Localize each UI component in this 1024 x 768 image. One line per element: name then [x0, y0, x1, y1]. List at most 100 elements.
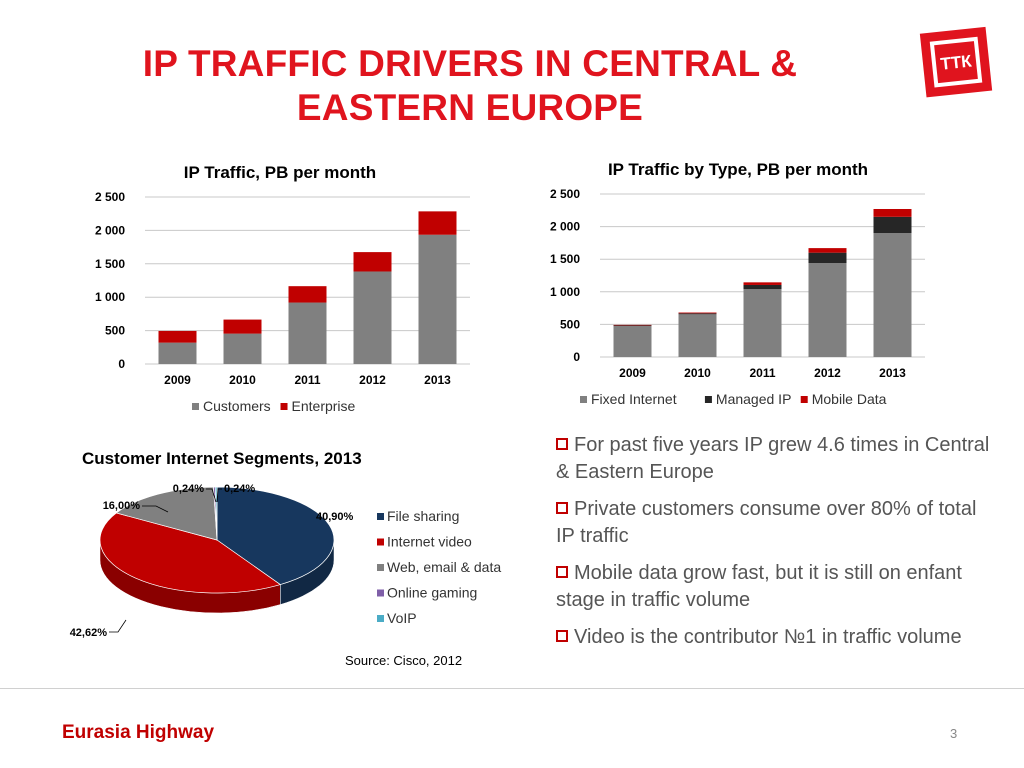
bullet-item: For past five years IP grew 4.6 times in…: [556, 432, 996, 486]
x-tick-label: 2012: [359, 373, 386, 387]
pie-data-label: 16,00%: [103, 500, 141, 512]
bar-mobile-data: [613, 324, 652, 326]
legend-swatch: [280, 403, 288, 410]
bullet-item: Private customers consume over 80% of to…: [556, 496, 996, 550]
legend-label: Fixed Internet: [591, 391, 677, 407]
bullet-text: Private customers consume over 80% of to…: [556, 498, 977, 547]
ttk-logo-text: ТТК: [940, 51, 974, 73]
bar-customers: [418, 234, 457, 364]
legend-swatch: [800, 396, 808, 403]
y-tick-label: 0: [573, 350, 580, 364]
legend-swatch: [192, 403, 199, 410]
x-tick-label: 2011: [294, 373, 320, 387]
y-tick-label: 2 000: [95, 223, 125, 237]
y-tick-label: 0: [118, 357, 125, 371]
y-tick-label: 500: [560, 317, 580, 331]
bar-mobile-data: [808, 248, 847, 253]
checkbox-bullet-icon: [556, 438, 568, 450]
bullet-item: Mobile data grow fast, but it is still o…: [556, 560, 996, 614]
bar-enterprise: [158, 330, 197, 343]
bar-customers: [158, 342, 197, 364]
slide-title: IP TRAFFIC DRIVERS IN CENTRAL & EASTERN …: [60, 42, 880, 130]
bar-managed-ip: [873, 216, 912, 234]
y-tick-label: 2 000: [550, 220, 580, 234]
chart-title: Customer Internet Segments, 2013: [82, 449, 362, 468]
y-tick-label: 2 500: [95, 190, 125, 204]
x-tick-label: 2013: [879, 366, 906, 380]
legend-swatch: [580, 396, 587, 403]
bar-customers: [353, 271, 392, 364]
y-tick-label: 1 500: [95, 257, 125, 271]
x-tick-label: 2010: [229, 373, 256, 387]
x-tick-label: 2011: [749, 366, 775, 380]
bullet-text: Video is the contributor №1 in traffic v…: [574, 626, 962, 648]
legend-swatch: [377, 513, 384, 520]
checkbox-bullet-icon: [556, 566, 568, 578]
customer-segments-chart-svg: Customer Internet Segments, 2013 40,90% 42…: [70, 449, 502, 639]
pie-slice: [99, 512, 282, 594]
x-tick-label: 2010: [684, 366, 711, 380]
ip-traffic-by-type-chart: IP Traffic by Type, PB per month 0 500 1 00…: [535, 150, 935, 415]
pie-data-label: 0,24%: [173, 483, 204, 495]
bar-fixed-internet: [613, 326, 652, 357]
bar-customers: [288, 302, 327, 364]
bar-customers: [223, 333, 262, 364]
legend-swatch: [377, 538, 384, 546]
pie-slice: [115, 486, 218, 541]
ip-traffic-chart-svg: IP Traffic, PB per month 0 500 1 000 1 500 2 …: [95, 163, 470, 414]
bar-managed-ip: [613, 325, 652, 327]
legend-label: Web, email & data: [387, 559, 501, 575]
bullet-text: For past five years IP grew 4.6 times in…: [556, 434, 990, 483]
x-tick-label: 2009: [619, 366, 646, 380]
x-tick-label: 2012: [814, 366, 841, 380]
checkbox-bullet-icon: [556, 630, 568, 642]
slide-title-line-1: IP TRAFFIC DRIVERS IN CENTRAL &: [142, 43, 798, 84]
legend-label: Internet video: [387, 534, 472, 550]
slide-title-line-2: EASTERN EUROPE: [296, 87, 644, 128]
legend-swatch: [377, 564, 384, 571]
pie-leader-line: [216, 488, 222, 503]
checkbox-bullet-icon: [556, 502, 568, 514]
bullet-text: Mobile data grow fast, but it is still o…: [556, 562, 962, 611]
bullet-item: Video is the contributor №1 in traffic v…: [556, 624, 996, 651]
ttk-logo: ТТК: [913, 22, 1001, 102]
bar-fixed-internet: [873, 233, 912, 357]
source-note: Source: Cisco, 2012: [345, 653, 463, 668]
y-tick-label: 1 000: [95, 290, 125, 304]
ip-traffic-chart: IP Traffic, PB per month 0 500 1 000 1 500 2 …: [80, 150, 480, 425]
bar-fixed-internet: [743, 289, 782, 357]
bar-enterprise: [223, 319, 262, 334]
legend-label: Customers: [203, 398, 271, 414]
bar-enterprise: [353, 252, 392, 272]
pie-leader-line: [206, 488, 217, 503]
bar-mobile-data: [678, 312, 717, 314]
bar-fixed-internet: [678, 314, 717, 357]
legend-swatch: [704, 396, 712, 403]
bar-managed-ip: [808, 252, 847, 264]
chart-title: IP Traffic, PB per month: [184, 163, 376, 182]
legend-label: Enterprise: [292, 398, 356, 414]
legend-label: Mobile Data: [812, 391, 887, 407]
bar-enterprise: [288, 286, 327, 303]
bar-mobile-data: [873, 208, 912, 217]
y-tick-label: 2 500: [550, 187, 580, 201]
y-tick-label: 500: [105, 324, 125, 338]
pie-data-label: 40,90%: [316, 511, 354, 523]
key-findings-list: For past five years IP grew 4.6 times in…: [556, 432, 996, 661]
bar-managed-ip: [678, 313, 717, 315]
y-tick-label: 1 500: [550, 252, 580, 266]
legend-swatch: [377, 589, 384, 597]
legend-label: Managed IP: [716, 391, 792, 407]
legend-label: VoIP: [387, 610, 417, 626]
legend-label: File sharing: [387, 508, 459, 524]
y-tick-label: 1 000: [550, 285, 580, 299]
x-tick-label: 2009: [164, 373, 191, 387]
chart-title: IP Traffic by Type, PB per month: [608, 160, 868, 179]
pie-data-label: 0,24%: [224, 483, 255, 495]
bar-managed-ip: [743, 284, 782, 290]
pie-leader-line: [109, 619, 127, 633]
pie-leader-line: [142, 505, 169, 513]
footer-divider: [0, 688, 1024, 689]
bar-mobile-data: [743, 282, 782, 285]
page-number: 3: [950, 726, 958, 741]
